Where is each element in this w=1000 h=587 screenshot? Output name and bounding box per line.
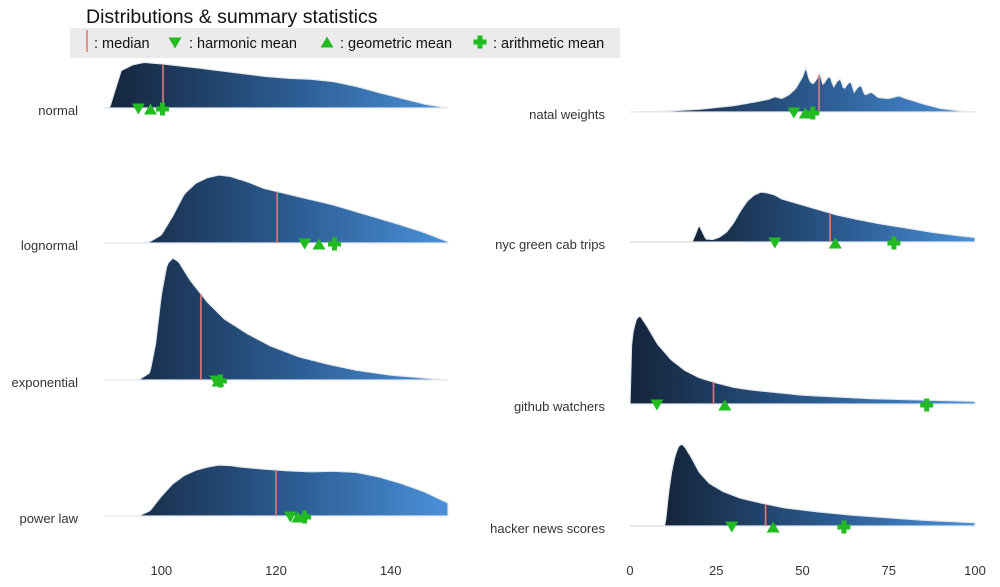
ridge-density — [663, 443, 976, 527]
legend-background — [70, 28, 620, 58]
ridge-lognormal: lognormal — [21, 174, 449, 253]
x-tick-label: 50 — [795, 563, 809, 578]
chart-title: Distributions & summary statistics — [86, 6, 378, 28]
ridge-label: power law — [19, 511, 78, 526]
ridge-label: natal weights — [529, 107, 605, 122]
ridge-density — [104, 174, 449, 244]
ridge-label: github watchers — [514, 399, 606, 414]
ridge-density — [104, 257, 449, 381]
x-axis-right: 0 25 50 75 100 — [626, 563, 985, 578]
x-tick-label: 0 — [626, 563, 633, 578]
legend-median-label: : median — [94, 36, 150, 52]
ridge-normal: normal — [38, 61, 449, 118]
ridge-density — [629, 66, 976, 113]
ridge-hacker-news-scores: hacker news scores — [490, 443, 976, 536]
ridge-label: normal — [38, 103, 78, 118]
harmonic-mean-marker — [131, 103, 145, 115]
ridge-natal-weights: natal weights — [529, 66, 976, 122]
ridge-label: lognormal — [21, 238, 78, 253]
harmonic-mean-marker — [298, 238, 312, 250]
harmonic-mean-marker — [725, 521, 739, 533]
harmonic-mean-marker — [768, 237, 782, 249]
harmonic-mean-marker — [650, 399, 664, 411]
legend-item-harmonic: : harmonic mean — [168, 36, 297, 52]
legend: Distributions & summary statistics : med… — [70, 6, 620, 58]
legend-item-arithmetic: : arithmetic mean — [473, 35, 604, 52]
ridge-label: hacker news scores — [490, 521, 605, 536]
legend-geometric-label: : geometric mean — [340, 36, 452, 52]
ridge-density — [691, 191, 976, 243]
ridge-label: nyc green cab trips — [495, 237, 605, 252]
x-tick-label: 140 — [380, 563, 402, 578]
x-tick-label: 75 — [882, 563, 896, 578]
ridge-density — [629, 315, 976, 405]
x-tick-label: 120 — [265, 563, 287, 578]
ridge-label: exponential — [12, 375, 79, 390]
ridge-exponential: exponential — [12, 257, 449, 390]
x-axes: 100 120 140 0 25 50 75 100 — [150, 563, 985, 578]
ridge-nyc-green-cab-trips: nyc green cab trips — [495, 191, 976, 252]
legend-item-geometric: : geometric mean — [320, 36, 452, 52]
harmonic-mean-marker — [787, 107, 801, 119]
ridge-density — [103, 61, 449, 109]
x-tick-label: 100 — [150, 563, 172, 578]
legend-item-median: : median — [86, 30, 150, 52]
legend-arithmetic-label: : arithmetic mean — [493, 36, 604, 52]
x-axis-left: 100 120 140 — [150, 563, 401, 578]
ridge-github-watchers: github watchers — [514, 315, 976, 414]
x-tick-label: 25 — [709, 563, 723, 578]
legend-harmonic-label: : harmonic mean — [189, 36, 297, 52]
x-tick-label: 100 — [964, 563, 986, 578]
ridges-layer: normal lognormal exponential power law natal… — [12, 61, 976, 536]
ridge-power-law: power law — [19, 464, 449, 526]
